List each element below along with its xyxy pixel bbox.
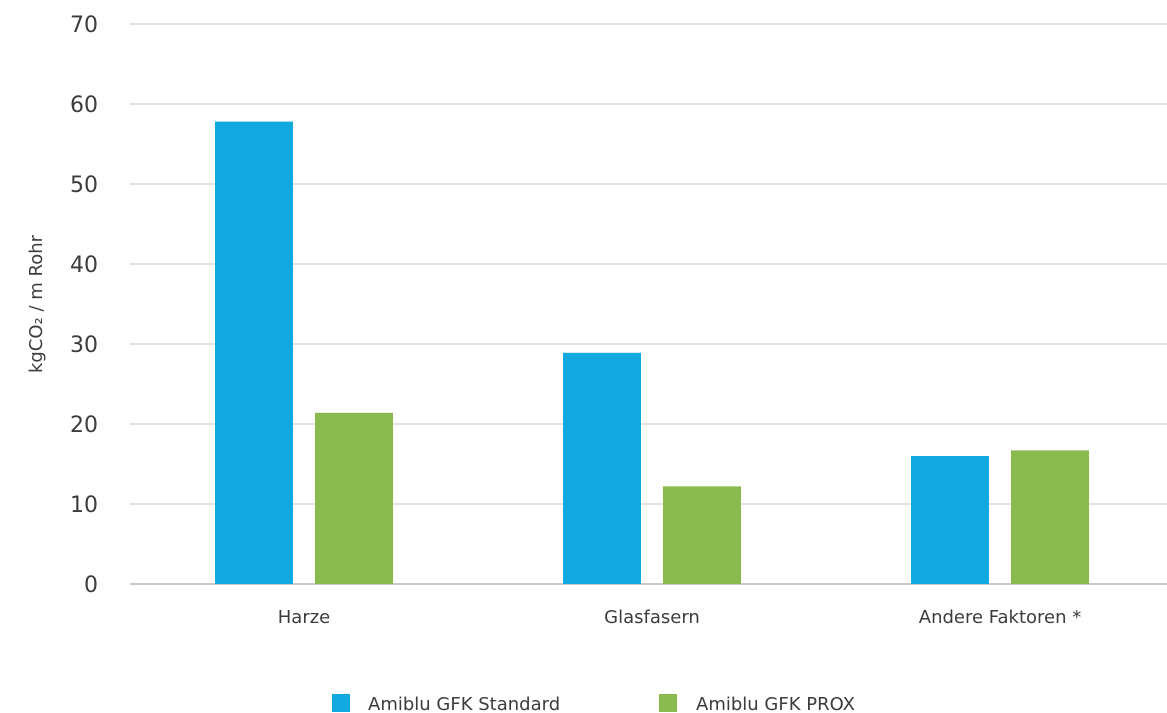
x-tick-label: Harze: [278, 607, 331, 628]
y-tick-label: 50: [70, 173, 98, 198]
x-axis-ticks: Harze Glasfasern Andere Faktoren *: [278, 607, 1081, 628]
bar-standard-1: [563, 352, 641, 584]
bars: [215, 121, 1089, 584]
grid-lines: [130, 23, 1167, 585]
y-axis-ticks: 0 10 20 30 40 50 60 70: [70, 13, 98, 598]
bar-standard-2: [911, 456, 989, 584]
bar-prox-0: [315, 412, 393, 584]
y-tick-label: 70: [70, 13, 98, 38]
bar-standard-0: [215, 121, 293, 584]
y-tick-label: 20: [70, 413, 98, 438]
bar-prox-1: [663, 486, 741, 584]
legend: Amiblu GFK Standard Amiblu GFK PROX: [332, 694, 855, 713]
legend-label: Amiblu GFK Standard: [368, 694, 560, 713]
bar-prox-2: [1011, 450, 1089, 584]
legend-swatch: [659, 694, 677, 712]
y-tick-label: 40: [70, 253, 98, 278]
y-tick-label: 60: [70, 93, 98, 118]
y-tick-label: 30: [70, 333, 98, 358]
legend-swatch: [332, 694, 350, 712]
legend-label: Amiblu GFK PROX: [696, 694, 855, 713]
x-tick-label: Andere Faktoren *: [919, 607, 1081, 628]
x-tick-label: Glasfasern: [604, 607, 700, 628]
y-tick-label: 10: [70, 493, 98, 518]
y-axis-label: kgCO₂ / m Rohr: [26, 234, 47, 373]
y-tick-label: 0: [84, 573, 98, 598]
